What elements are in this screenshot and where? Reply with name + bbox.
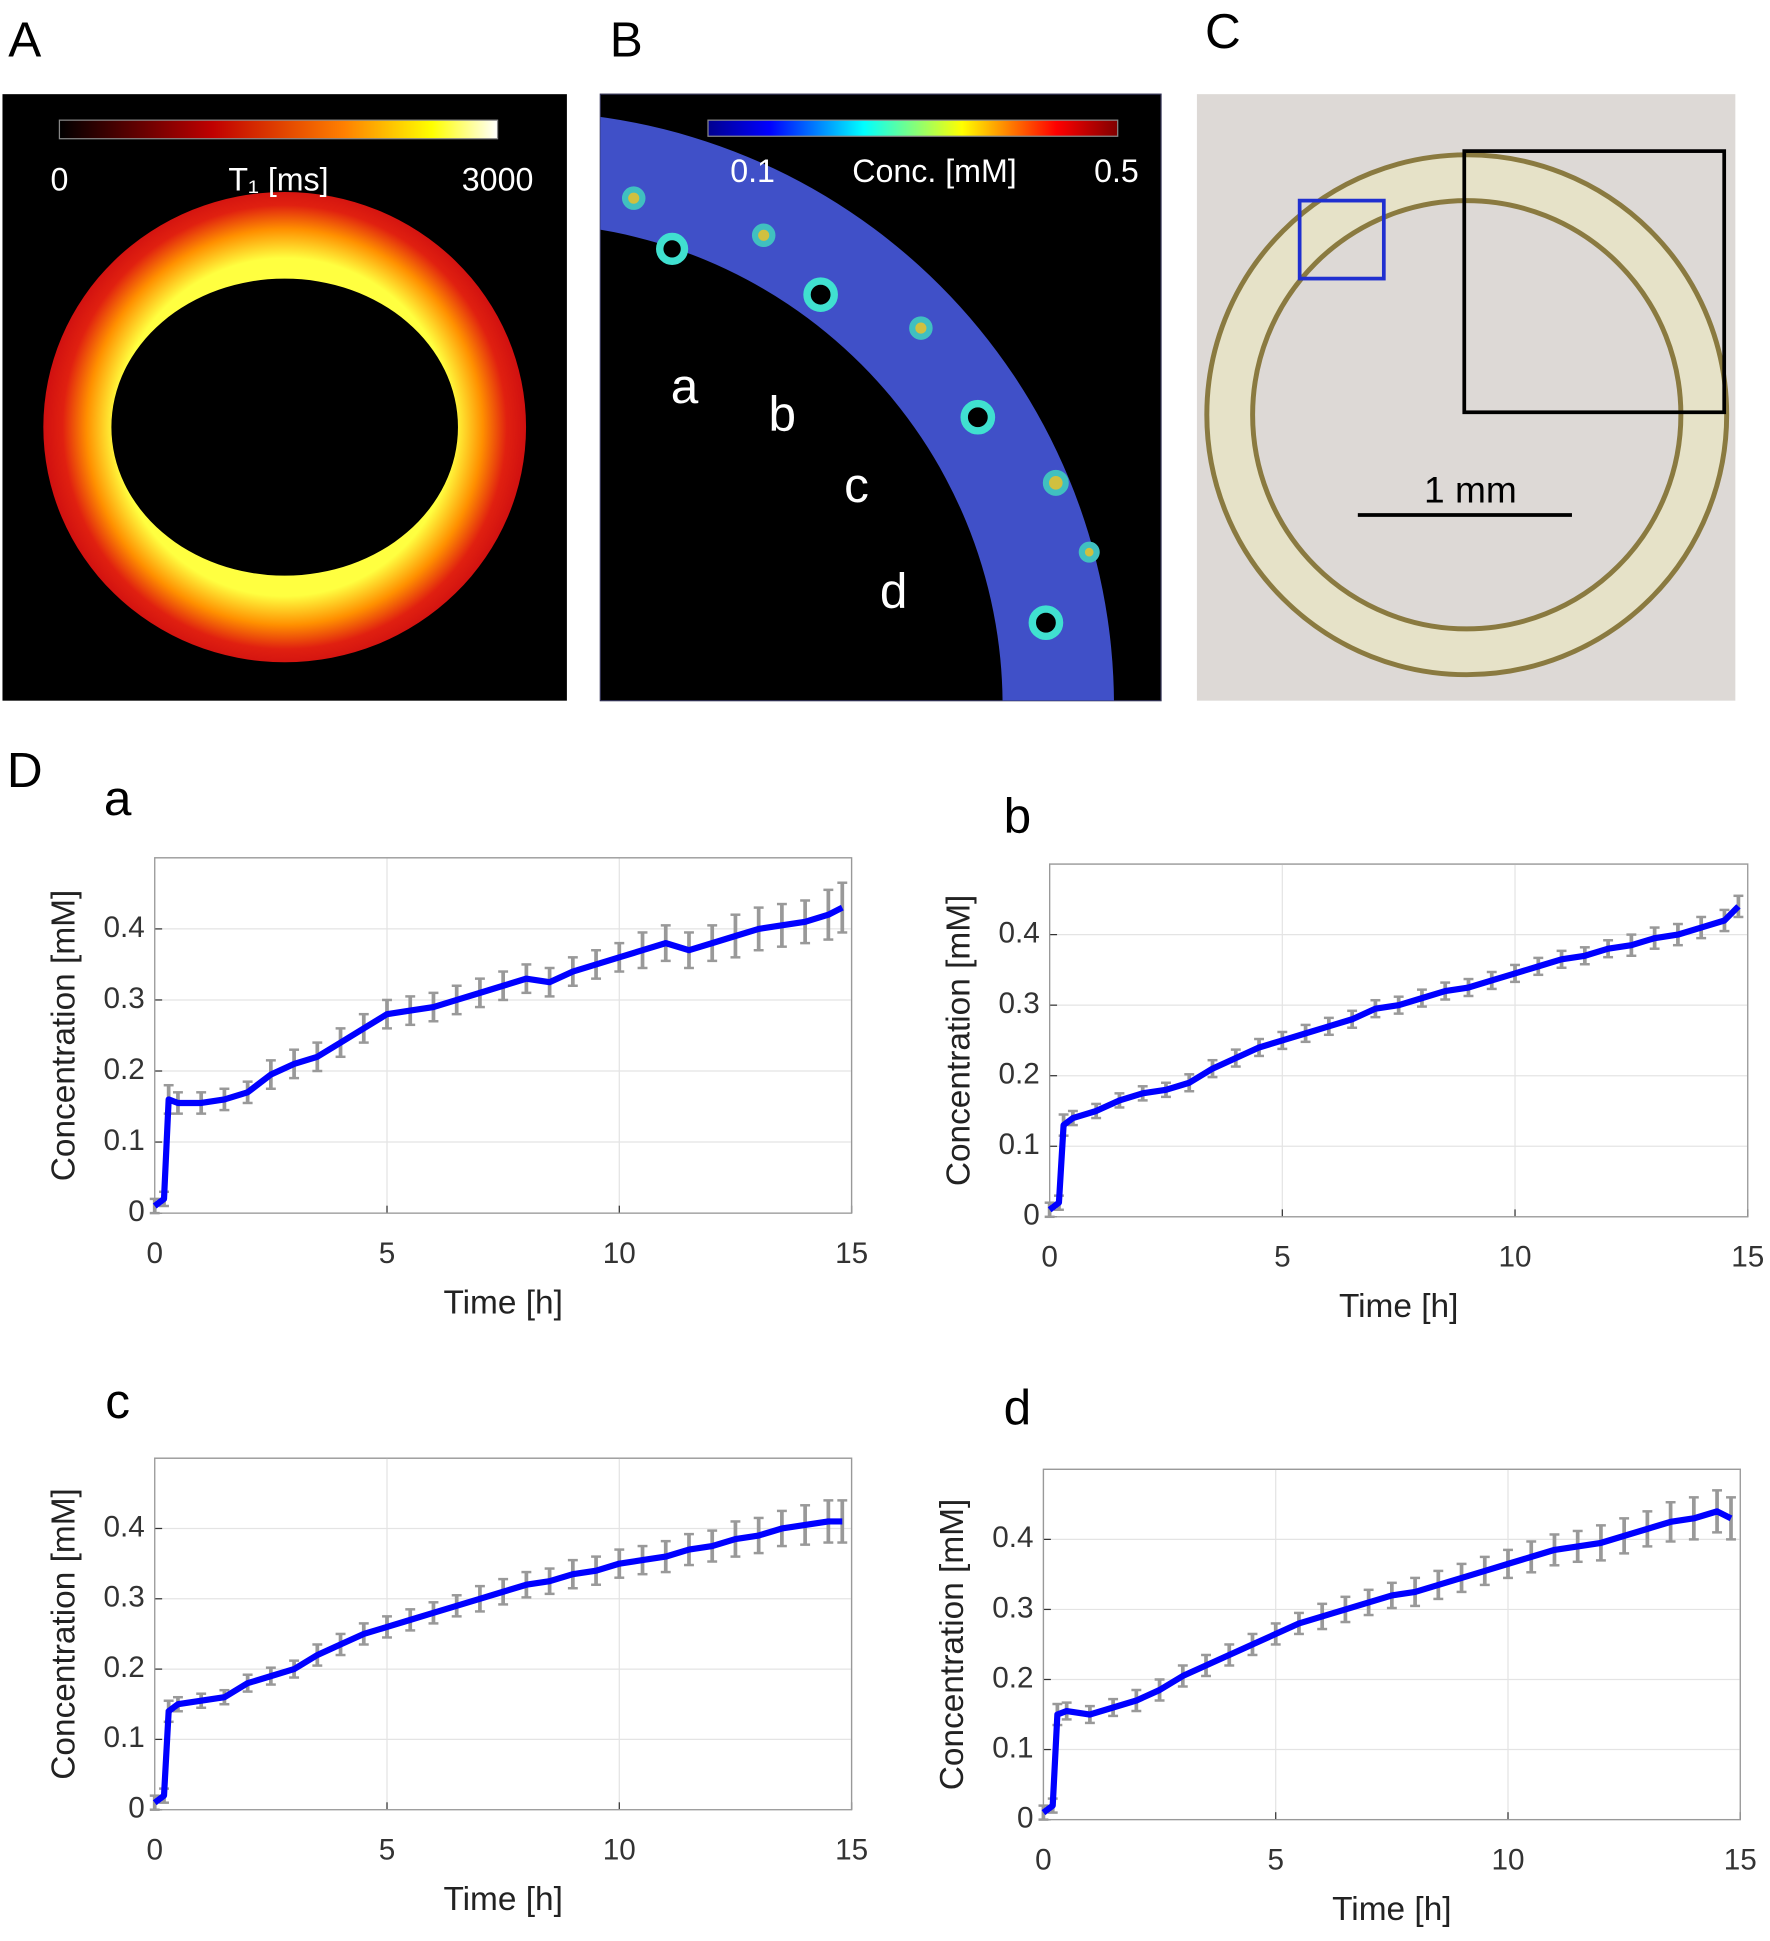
x-tick-label: 10 <box>603 1237 636 1270</box>
y-tick-label: 0.4 <box>104 911 145 944</box>
y-tick-label: 0.3 <box>104 982 145 1015</box>
x-tick-label: 0 <box>1035 1844 1052 1877</box>
panel-label: B <box>610 12 643 67</box>
y-tick-label: 0.3 <box>104 1581 145 1614</box>
colorbar-max: 3000 <box>462 162 534 198</box>
region-label: d <box>880 563 908 618</box>
hot-spots <box>621 186 1100 563</box>
y-tick-label: 0.2 <box>992 1661 1033 1694</box>
y-tick-label: 0.2 <box>104 1053 145 1086</box>
plot-area <box>1042 1468 1741 1821</box>
vessel-spots <box>656 232 1064 641</box>
plot-frame <box>154 1457 853 1811</box>
x-tick-label: 0 <box>146 1237 163 1270</box>
plot-frame <box>1042 1468 1741 1821</box>
panel-a: 0 T₁ [ms] 3000 <box>2 94 567 701</box>
x-axis-label: Time [h] <box>1332 1891 1451 1928</box>
colorbar <box>707 119 1119 137</box>
x-tick-label: 15 <box>835 1834 868 1867</box>
x-tick-label: 15 <box>835 1237 868 1270</box>
stem-section <box>1204 152 1730 678</box>
plot-area <box>154 1457 853 1811</box>
chart-title: d <box>1004 1380 1032 1435</box>
y-axis-label: Concentration [mM] <box>940 895 977 1187</box>
region-label: b <box>769 386 797 441</box>
x-tick-label: 0 <box>1041 1241 1058 1274</box>
y-tick-label: 0.2 <box>104 1651 145 1684</box>
y-tick-label: 0.1 <box>104 1124 145 1157</box>
black-box <box>1462 149 1727 415</box>
colorbar-label: T₁ [ms] <box>228 162 328 198</box>
x-tick-label: 0 <box>146 1834 163 1867</box>
y-axis-label: Concentration [mM] <box>45 890 82 1182</box>
x-tick-label: 10 <box>1499 1241 1532 1274</box>
blue-box <box>1297 198 1386 281</box>
region-label: a <box>671 359 699 414</box>
panel-label: D <box>7 743 43 798</box>
data-line <box>1047 904 1741 1213</box>
data-line <box>1041 1508 1733 1816</box>
colorbar-label: Conc. [mM] <box>852 153 1016 189</box>
x-tick-label: 5 <box>1274 1241 1291 1274</box>
x-tick-label: 10 <box>603 1834 636 1867</box>
x-tick-label: 15 <box>1731 1241 1764 1274</box>
colorbar-min: 0 <box>50 162 68 198</box>
y-tick-label: 0.1 <box>992 1731 1033 1764</box>
y-axis-label: Concentration [mM] <box>45 1488 82 1780</box>
x-tick-label: 5 <box>379 1834 396 1867</box>
panel-label: C <box>1205 4 1241 59</box>
scale-bar-label: 1 mm <box>1424 469 1517 511</box>
panel-b: 0.1 Conc. [mM] 0.5 a b c d <box>599 93 1162 702</box>
colorbar <box>58 119 499 140</box>
y-tick-label: 0.3 <box>998 987 1039 1020</box>
x-tick-label: 5 <box>379 1237 396 1270</box>
colorbar-min: 0.1 <box>730 153 775 189</box>
plot-frame <box>154 857 853 1214</box>
y-tick-label: 0 <box>1023 1199 1040 1232</box>
x-axis-label: Time [h] <box>443 1285 562 1322</box>
plot-frame <box>1049 863 1749 1218</box>
y-tick-label: 0.4 <box>104 1510 145 1543</box>
chart-title: b <box>1004 789 1032 844</box>
x-axis-label: Time [h] <box>443 1881 562 1918</box>
panel-c: 1 mm <box>1196 94 1736 701</box>
panel-label: A <box>8 12 41 67</box>
t1-map-ring <box>43 191 527 663</box>
x-tick-label: 10 <box>1491 1844 1524 1877</box>
y-tick-label: 0 <box>128 1195 145 1228</box>
chart-title: c <box>105 1374 130 1429</box>
plot-area <box>1049 863 1749 1218</box>
y-tick-label: 0.4 <box>992 1521 1033 1554</box>
region-label: c <box>844 458 869 513</box>
data-line <box>152 1518 843 1806</box>
data-line <box>152 904 844 1209</box>
x-tick-label: 5 <box>1267 1844 1284 1877</box>
y-tick-label: 0.1 <box>104 1721 145 1754</box>
colorbar-max: 0.5 <box>1094 153 1139 189</box>
y-tick-label: 0.3 <box>992 1591 1033 1624</box>
conc-map-ring <box>600 116 1114 701</box>
x-tick-label: 15 <box>1724 1844 1757 1877</box>
chart-title: a <box>104 771 132 826</box>
plot-area <box>154 857 853 1214</box>
y-tick-label: 0 <box>128 1792 145 1825</box>
y-tick-label: 0 <box>1017 1801 1034 1834</box>
y-tick-label: 0.1 <box>998 1128 1039 1161</box>
y-tick-label: 0.2 <box>998 1058 1039 1091</box>
y-tick-label: 0.4 <box>998 916 1039 949</box>
y-axis-label: Concentration [mM] <box>934 1499 971 1791</box>
x-axis-label: Time [h] <box>1339 1288 1458 1325</box>
